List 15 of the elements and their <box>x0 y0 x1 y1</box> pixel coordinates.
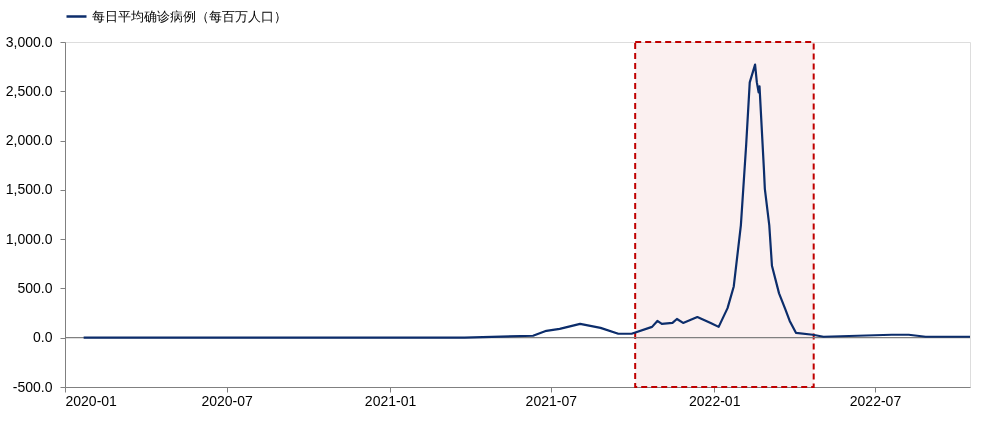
y-tick-label: 1,500.0 <box>5 181 53 198</box>
x-tick-label: 2021-01 <box>364 392 417 409</box>
y-tick-label: 500.0 <box>17 279 53 296</box>
x-tick-label: 2021-07 <box>525 392 578 409</box>
y-tick-label: 2,500.0 <box>5 82 53 99</box>
y-tick-label: 1,000.0 <box>5 230 53 247</box>
x-tick-label: 2020-07 <box>201 392 254 409</box>
legend-label: 每日平均确诊病例（每百万人口） <box>92 8 287 24</box>
y-tick-label: 0.0 <box>33 329 53 346</box>
x-tick-label: 2020-01 <box>65 392 118 409</box>
x-tick-label: 2022-07 <box>849 392 902 409</box>
y-tick-label: -500.0 <box>12 378 53 395</box>
y-tick-label: 2,000.0 <box>5 132 53 149</box>
y-tick-label: 3,000.0 <box>5 33 53 50</box>
x-tick-label: 2022-01 <box>689 392 741 409</box>
